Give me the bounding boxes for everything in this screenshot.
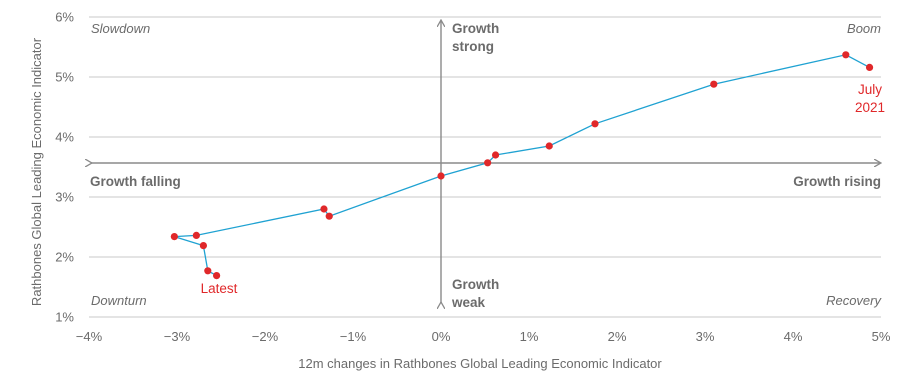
data-point	[437, 172, 445, 180]
data-point	[192, 231, 200, 239]
data-point	[484, 159, 492, 167]
y-tick-labels: 1% 2% 3% 4% 5% 6%	[55, 10, 74, 325]
y-tick-label: 3%	[55, 190, 74, 205]
x-tick-label: −1%	[340, 329, 367, 344]
x-tick-label: 5%	[872, 329, 891, 344]
gridlines	[89, 16, 881, 318]
data-point	[842, 51, 850, 59]
growth-weak-label-line2: weak	[451, 295, 486, 310]
growth-rising-label: Growth rising	[793, 174, 881, 189]
x-tick-label: −3%	[164, 329, 191, 344]
y-axis-title: Rathbones Global Leading Economic Indica…	[29, 37, 44, 306]
quadrant-label-downturn: Downturn	[91, 293, 147, 308]
data-point	[213, 272, 221, 280]
data-point	[325, 212, 333, 220]
growth-strong-label-line1: Growth	[452, 21, 499, 36]
x-axis-title: 12m changes in Rathbones Global Leading …	[298, 356, 662, 371]
data-point	[204, 267, 212, 275]
x-tick-label: 1%	[520, 329, 539, 344]
series-line	[174, 54, 870, 277]
data-point	[491, 151, 500, 159]
x-tick-label: 3%	[696, 329, 715, 344]
data-point	[320, 205, 328, 213]
y-tick-label: 5%	[55, 70, 74, 85]
quadrant-label-recovery: Recovery	[826, 293, 882, 308]
x-tick-label: 4%	[784, 329, 803, 344]
data-point	[170, 233, 178, 241]
quadrant-label-slowdown: Slowdown	[91, 21, 150, 36]
data-point	[199, 242, 207, 250]
quadrant-label-boom: Boom	[847, 21, 881, 36]
x-tick-label: 0%	[432, 329, 451, 344]
y-tick-label: 4%	[55, 130, 74, 145]
x-tick-label: 2%	[608, 329, 627, 344]
annotation-latest: Latest	[201, 281, 238, 296]
y-tick-label: 2%	[55, 250, 74, 265]
annotation-july-line1: July	[858, 82, 882, 97]
growth-falling-label: Growth falling	[90, 174, 181, 189]
data-point	[545, 142, 553, 150]
growth-strong-label-line2: strong	[452, 39, 494, 54]
x-tick-labels: −4% −3% −2% −1% 0% 1% 2% 3% 4% 5%	[76, 329, 891, 344]
x-tick-label: −4%	[76, 329, 103, 344]
series-points	[170, 51, 874, 280]
growth-weak-label-line1: Growth	[452, 277, 499, 292]
y-tick-label: 6%	[55, 10, 74, 25]
x-tick-label: −2%	[252, 329, 279, 344]
data-point	[591, 120, 599, 128]
data-point	[865, 63, 874, 71]
annotation-july-line2: 2021	[855, 100, 885, 115]
data-point	[710, 80, 718, 88]
y-tick-label: 1%	[55, 310, 74, 325]
